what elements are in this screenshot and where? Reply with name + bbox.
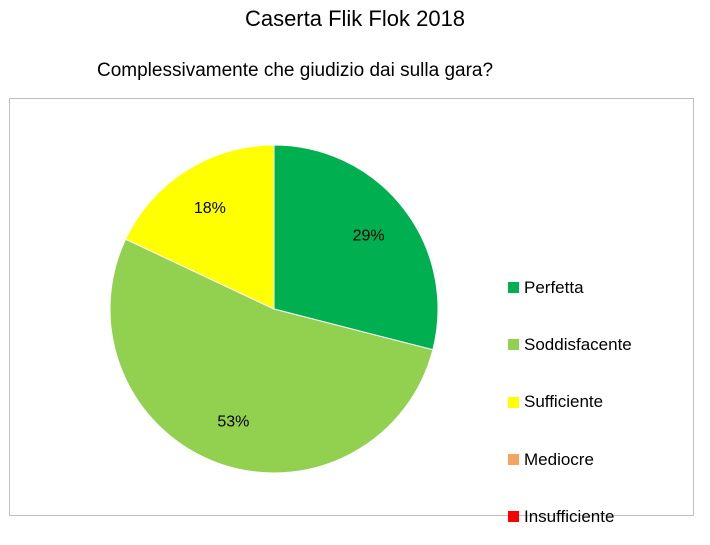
legend-swatch [508,339,519,351]
legend-item-perfetta: Perfetta [508,259,632,316]
legend-item-mediocre: Mediocre [508,431,632,488]
data-label-soddisfacente: 53% [217,414,249,431]
page-title: Caserta Flik Flok 2018 [244,6,466,31]
data-label-sufficiente: 18% [194,200,226,217]
legend-label: Perfetta [524,277,584,297]
legend-swatch [508,282,519,294]
legend-swatch [508,454,519,466]
legend-item-sufficiente: Sufficiente [508,374,632,431]
chart-question-title: Complessivamente che giudizio dai sulla … [97,60,494,81]
legend-label: Sufficiente [524,392,604,412]
legend-item-insufficiente: Insufficiente [508,488,632,545]
data-label-perfetta: 29% [353,228,385,245]
legend-label: Mediocre [524,449,594,469]
pie-slice-soddisfacente [109,238,434,474]
legend-item-soddisfacente: Soddisfacente [508,316,632,373]
pie-slice-perfetta [273,144,439,351]
legend-swatch [508,511,519,523]
legend-label: Soddisfacente [524,334,632,354]
legend-swatch [508,396,519,408]
chart-area: 29% 53% 18% Perfetta Soddisfacente Suffici… [9,98,694,526]
pie-slice-sufficiente [124,144,275,310]
pie-chart: 29% 53% 18% [109,144,439,474]
chart-legend: Perfetta Soddisfacente Sufficiente Medio… [508,259,632,545]
legend-label: Insufficiente [524,506,615,526]
